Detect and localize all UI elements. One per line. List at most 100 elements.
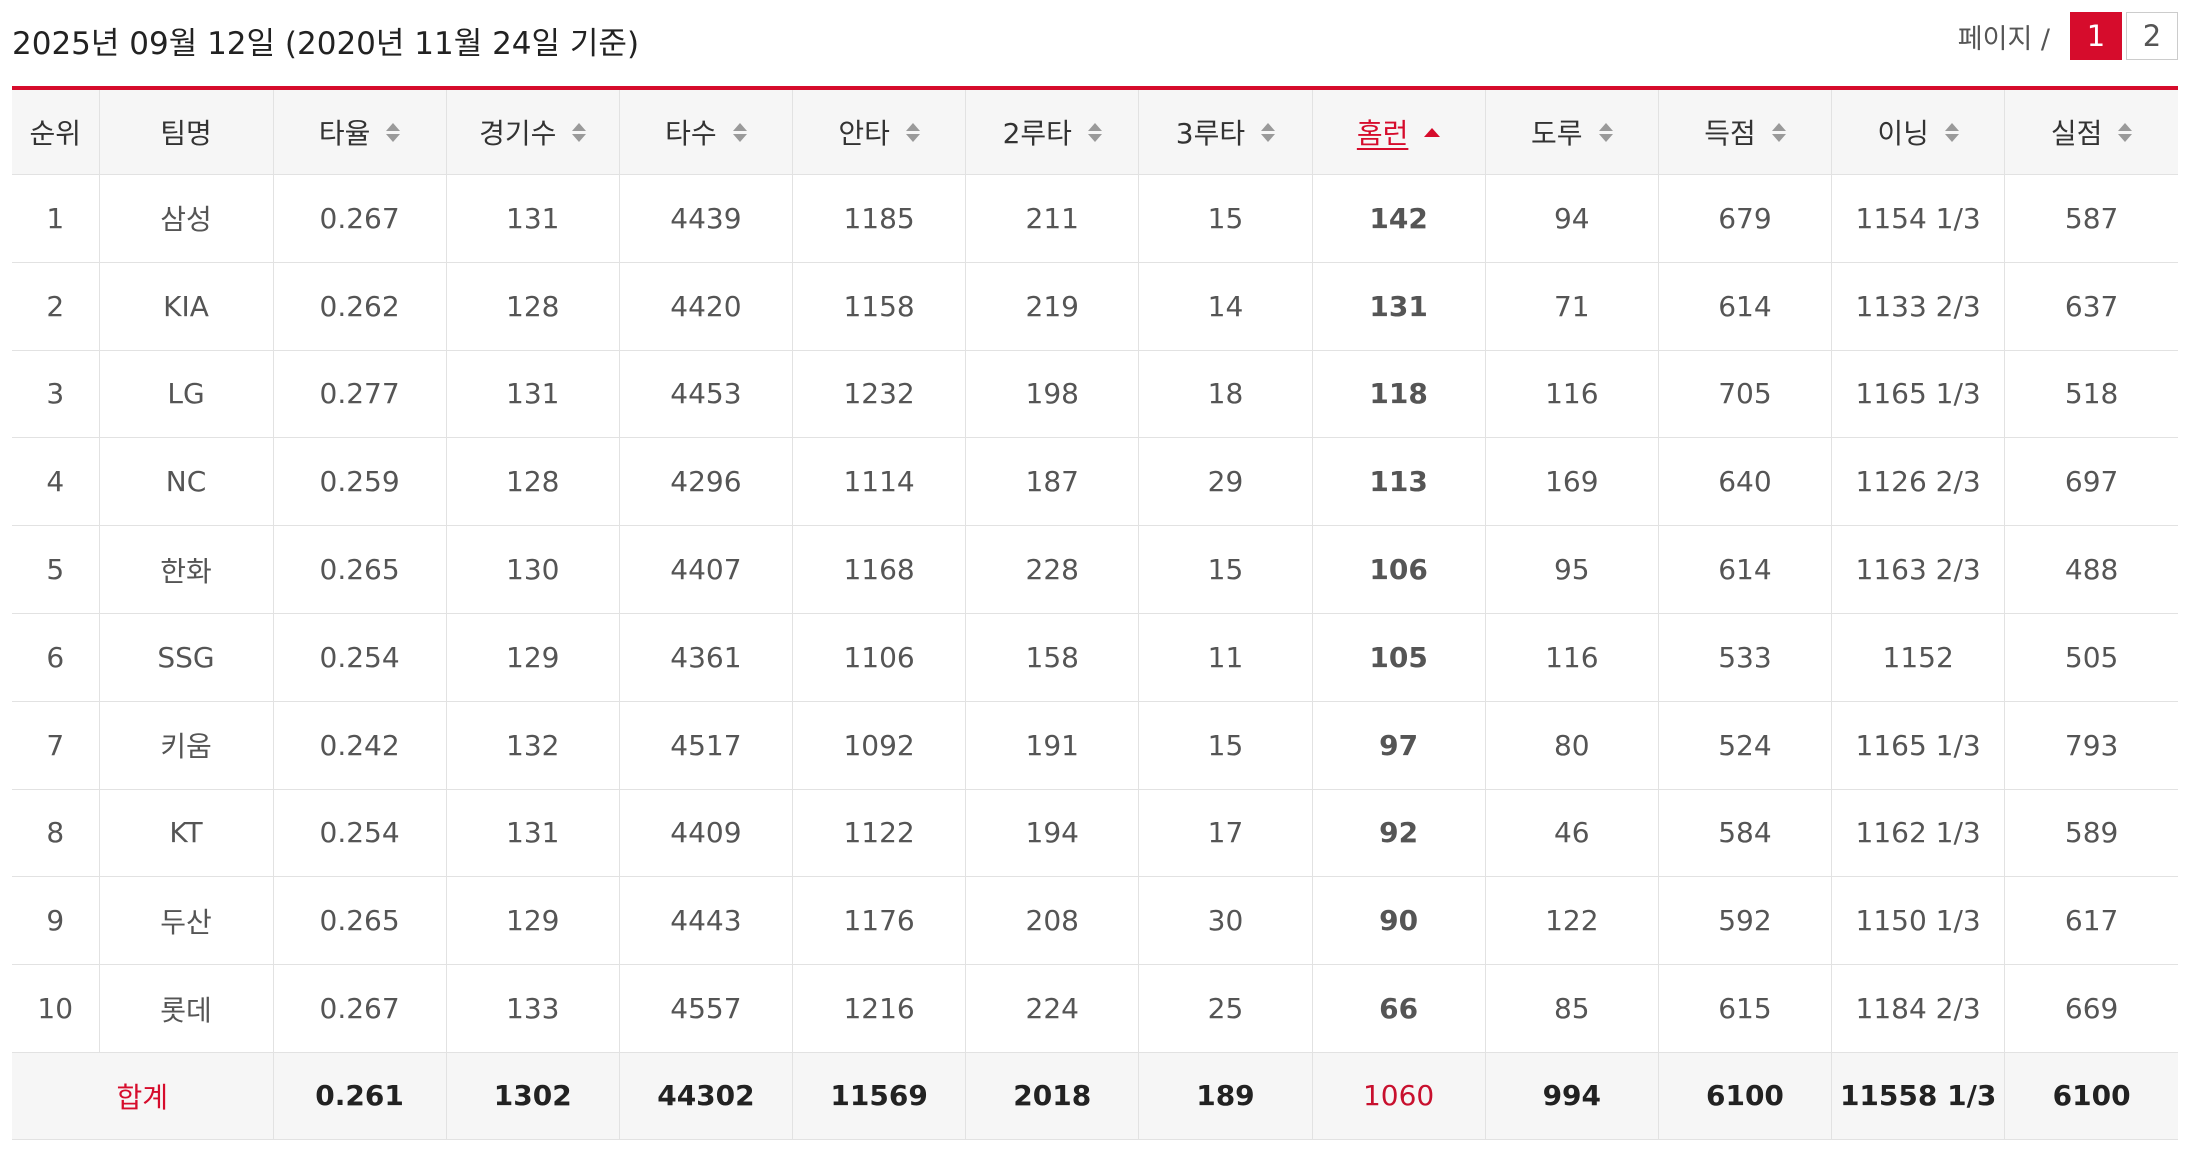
column-header-label[interactable]: 이닝 bbox=[1877, 117, 1929, 150]
sort-toggle-icon[interactable] bbox=[1944, 122, 1959, 142]
page-1-button[interactable]: 1 bbox=[2070, 12, 2122, 60]
table-row: 2 KIA 0.262 128 4420 1158 219 14 131 71 614 1133 2/… bbox=[12, 261, 2178, 351]
sort-up-arrow-icon bbox=[1944, 122, 1959, 131]
stat-cell: 11 bbox=[1138, 612, 1313, 702]
team-name-cell: 두산 bbox=[98, 876, 274, 966]
stat-cell: 71 bbox=[1484, 261, 1659, 351]
stat-cell: 584 bbox=[1657, 788, 1833, 878]
sort-toggle-icon[interactable] bbox=[905, 122, 920, 142]
stat-cell: 142 bbox=[1311, 174, 1486, 263]
stat-cell: 0.254 bbox=[272, 788, 447, 878]
stat-cell: 4557 bbox=[618, 964, 794, 1053]
sort-down-arrow-icon bbox=[905, 133, 920, 142]
stat-cell: 113 bbox=[1311, 437, 1486, 527]
sort-toggle-icon[interactable] bbox=[1087, 122, 1102, 142]
column-header-content: 2루타 bbox=[1003, 112, 1102, 152]
sort-toggle-icon[interactable] bbox=[572, 122, 587, 142]
stat-cell: 116 bbox=[1484, 612, 1659, 702]
column-header-label[interactable]: 2루타 bbox=[1002, 117, 1072, 150]
stat-cell: 129 bbox=[445, 876, 620, 966]
team-name-cell: SSG bbox=[98, 612, 274, 702]
team-name-cell: KIA bbox=[98, 261, 274, 351]
column-header-label[interactable]: 득점 bbox=[1704, 117, 1756, 150]
total-row: 합계 0.261 1302 44302 11569 2018 189 1060 994 6100 1… bbox=[12, 1051, 2178, 1140]
column-header-10[interactable]: 득점 bbox=[1657, 88, 1833, 175]
column-header-label[interactable]: 안타 bbox=[838, 117, 890, 150]
column-header-11[interactable]: 이닝 bbox=[1831, 88, 2006, 175]
stat-cell: 518 bbox=[2004, 349, 2178, 439]
stat-cell: 133 bbox=[445, 964, 620, 1053]
sort-down-arrow-icon bbox=[386, 133, 401, 142]
stat-cell: 1126 2/3 bbox=[1831, 437, 2006, 527]
reference-date: 2025년 09월 12일 (2020년 11월 24일 기준) bbox=[12, 26, 640, 62]
column-header-6[interactable]: 2루타 bbox=[965, 88, 1140, 175]
sort-toggle-icon[interactable] bbox=[1261, 122, 1276, 142]
sort-down-arrow-icon bbox=[732, 133, 747, 142]
stat-cell: 191 bbox=[965, 700, 1140, 790]
column-header-label[interactable]: 3루타 bbox=[1175, 117, 1246, 150]
stat-cell: 1165 1/3 bbox=[1831, 700, 2006, 790]
sort-toggle-icon[interactable] bbox=[1771, 122, 1786, 142]
column-header-label[interactable]: 도루 bbox=[1531, 117, 1583, 150]
stat-cell: 587 bbox=[2004, 174, 2178, 263]
column-header-label[interactable]: 홈런 bbox=[1356, 117, 1409, 150]
sort-up-arrow-icon bbox=[2118, 122, 2133, 131]
stat-cell: 697 bbox=[2004, 437, 2178, 527]
column-header-2[interactable]: 타율 bbox=[272, 88, 447, 175]
stat-cell: 92 bbox=[1311, 788, 1486, 878]
stat-cell: 4409 bbox=[618, 788, 794, 878]
column-header-5[interactable]: 안타 bbox=[792, 88, 967, 175]
column-header-label[interactable]: 실점 bbox=[2050, 117, 2103, 150]
stat-cell: 131 bbox=[1311, 261, 1486, 351]
stat-cell: 219 bbox=[965, 261, 1140, 351]
stat-cell: 116 bbox=[1484, 349, 1659, 439]
column-header-7[interactable]: 3루타 bbox=[1138, 88, 1313, 175]
total-cell: 6100 bbox=[1657, 1051, 1833, 1140]
total-cell: 11558 1/3 bbox=[1831, 1051, 2006, 1140]
rank-cell: 7 bbox=[12, 700, 100, 790]
column-header-content: 팀명 bbox=[160, 112, 212, 152]
rank-cell: 4 bbox=[12, 437, 100, 527]
sort-toggle-icon[interactable] bbox=[1598, 122, 1613, 142]
column-header-4[interactable]: 타수 bbox=[618, 88, 794, 175]
column-header-label[interactable]: 타율 bbox=[318, 117, 371, 150]
table-body: 1 삼성 0.267 131 4439 1185 211 15 142 94 679 1154 1/3… bbox=[12, 174, 2178, 1140]
column-header-8[interactable]: 홈런 bbox=[1311, 88, 1486, 175]
total-cell: 189 bbox=[1138, 1051, 1313, 1140]
stat-cell: 1152 bbox=[1831, 612, 2006, 702]
rank-cell: 3 bbox=[12, 349, 100, 439]
stat-cell: 4453 bbox=[618, 349, 794, 439]
sort-toggle-icon[interactable] bbox=[386, 122, 401, 142]
column-header-content: 타수 bbox=[665, 112, 747, 152]
sort-ascending-icon[interactable] bbox=[1424, 127, 1441, 137]
column-header-1: 팀명 bbox=[98, 88, 274, 175]
team-name-cell: LG bbox=[98, 349, 274, 439]
stat-cell: 29 bbox=[1138, 437, 1313, 527]
stat-cell: 614 bbox=[1657, 525, 1833, 614]
table-row: 3 LG 0.277 131 4453 1232 198 18 118 116 705 1165 1/… bbox=[12, 349, 2178, 439]
column-header-9[interactable]: 도루 bbox=[1484, 88, 1659, 175]
stat-cell: 637 bbox=[2004, 261, 2178, 351]
sort-down-arrow-icon bbox=[1771, 133, 1786, 142]
stat-cell: 118 bbox=[1311, 349, 1486, 439]
stat-cell: 0.267 bbox=[272, 964, 447, 1053]
team-name-cell: 키움 bbox=[98, 700, 274, 790]
stat-cell: 0.277 bbox=[272, 349, 447, 439]
page-2-button[interactable]: 2 bbox=[2126, 12, 2178, 60]
stat-cell: 17 bbox=[1138, 788, 1313, 878]
stat-cell: 122 bbox=[1484, 876, 1659, 966]
stat-cell: 1122 bbox=[792, 788, 967, 878]
column-header-label[interactable]: 타수 bbox=[665, 117, 717, 150]
column-header-3[interactable]: 경기수 bbox=[445, 88, 620, 175]
stat-cell: 25 bbox=[1138, 964, 1313, 1053]
team-name-cell: 삼성 bbox=[98, 174, 274, 263]
stat-cell: 1092 bbox=[792, 700, 967, 790]
stat-cell: 90 bbox=[1311, 876, 1486, 966]
sort-toggle-icon[interactable] bbox=[2118, 122, 2133, 142]
stat-cell: 18 bbox=[1138, 349, 1313, 439]
column-header-12[interactable]: 실점 bbox=[2004, 88, 2178, 175]
column-header-label[interactable]: 경기수 bbox=[479, 117, 557, 150]
column-header-content: 안타 bbox=[838, 112, 920, 152]
sort-toggle-icon[interactable] bbox=[732, 122, 747, 142]
stat-cell: 4361 bbox=[618, 612, 794, 702]
